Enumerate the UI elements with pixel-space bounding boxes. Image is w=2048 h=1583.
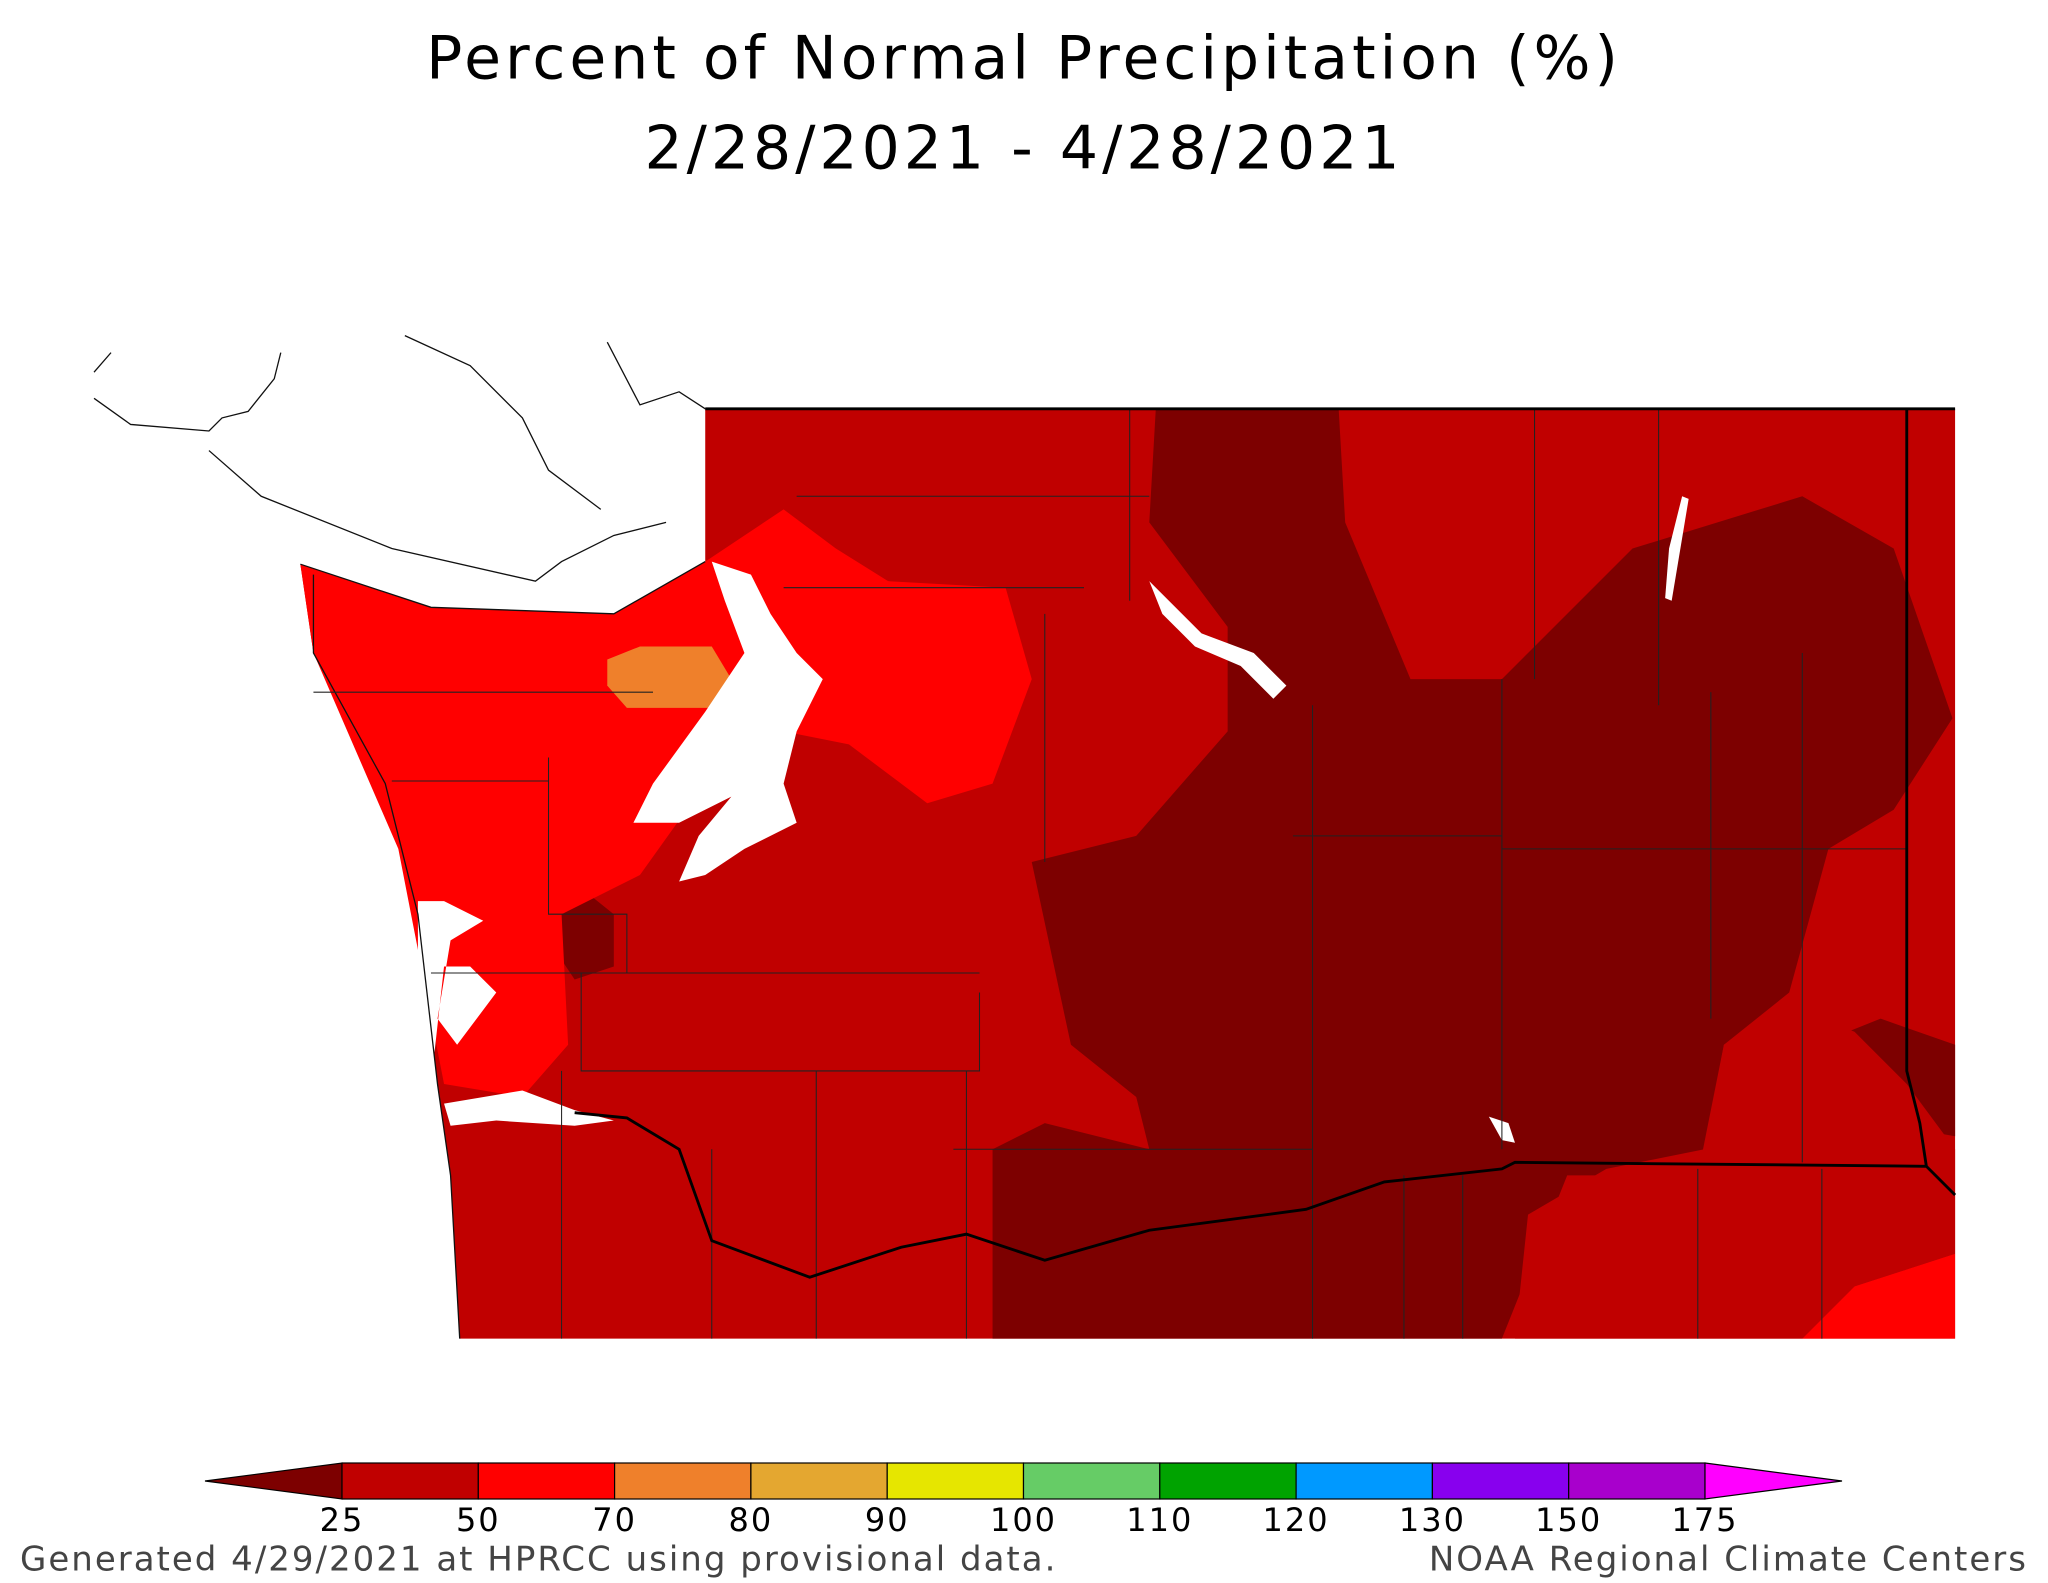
lake	[1665, 496, 1689, 601]
title: Percent of Normal Precipitation (%)	[426, 24, 1622, 94]
colorbar-tick-label: 80	[729, 1501, 774, 1539]
colorbar-segment	[1431, 1462, 1570, 1500]
puget-sound	[633, 561, 823, 882]
region-50-70	[1802, 1253, 1956, 1339]
colorbar-segment	[886, 1462, 1025, 1500]
colorbar-segment	[1159, 1462, 1297, 1500]
lake	[1149, 581, 1287, 699]
columbia-mouth	[444, 1090, 614, 1126]
canada-coast	[93, 335, 706, 582]
county-lines	[313, 408, 1907, 1339]
region-25-50	[1514, 1005, 1956, 1339]
colorbar: 25 50 70 80 90 100 110 120 130 150 175	[204, 1462, 1843, 1539]
colorbar-tick-label: 110	[1126, 1501, 1193, 1539]
colorbar-tick-label: 120	[1263, 1501, 1330, 1539]
footer-left: Generated 4/29/2021 at HPRCC using provi…	[20, 1540, 1057, 1580]
region-70-80	[607, 646, 732, 708]
colorbar-tick-label: 175	[1671, 1501, 1738, 1539]
colorbar-tick-label: 130	[1399, 1501, 1466, 1539]
footer-right: NOAA Regional Climate Centers	[1429, 1540, 2028, 1580]
colorbar-segment	[1295, 1462, 1433, 1500]
colorbar-tick-label: 70	[592, 1501, 637, 1539]
state-border	[574, 408, 1957, 1279]
colorbar-segment	[1568, 1462, 1706, 1500]
grays-harbor	[417, 901, 497, 1084]
colorbar-segment	[477, 1462, 616, 1500]
colorbar-high-triangle	[1704, 1462, 1843, 1500]
colorbar-segment	[1022, 1462, 1161, 1500]
colorbar-low-triangle	[204, 1462, 343, 1500]
colorbar-tick-label: 90	[865, 1501, 910, 1539]
colorbar-tick-label: 25	[320, 1501, 365, 1539]
colorbar-tick-label: 50	[456, 1501, 501, 1539]
coastline	[300, 561, 706, 1339]
map	[93, 335, 1957, 1339]
colorbar-tick-label: 150	[1535, 1501, 1602, 1539]
colorbar-tick-label: 100	[990, 1501, 1057, 1539]
region-below-25	[992, 408, 1953, 1339]
colorbar-segment	[750, 1462, 888, 1500]
colorbar-segment	[341, 1462, 479, 1500]
colorbar-segment	[613, 1462, 752, 1500]
subtitle: 2/28/2021 - 4/28/2021	[644, 114, 1403, 184]
